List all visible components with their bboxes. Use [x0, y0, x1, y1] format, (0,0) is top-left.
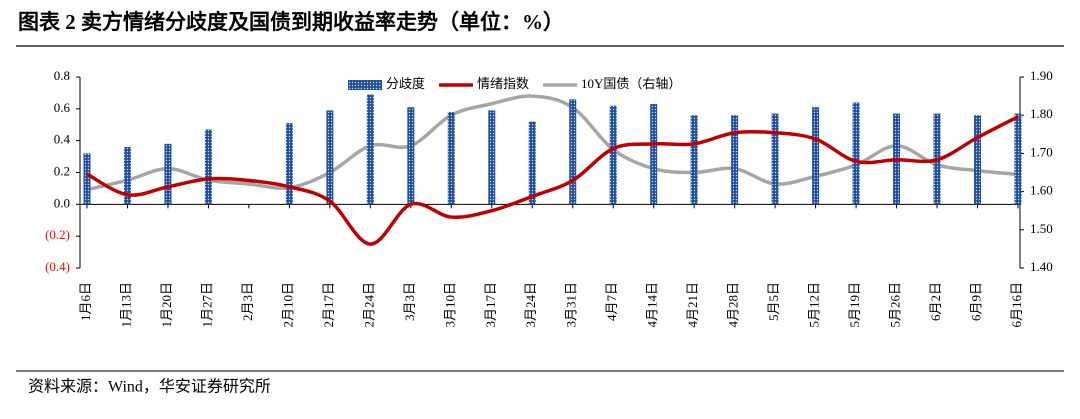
y2-tick-label: 1.90 [1030, 68, 1053, 83]
bar [1014, 113, 1022, 205]
bar [123, 147, 131, 205]
x-tick-label: 1月27日 [199, 282, 214, 328]
y2-tick-label: 1.60 [1030, 183, 1053, 198]
x-tick-label: 6月2日 [928, 282, 943, 321]
y-tick-label: 0.4 [54, 132, 71, 147]
y2-tick-label: 1.80 [1030, 106, 1053, 121]
x-tick-label: 1月13日 [118, 282, 133, 328]
x-tick-label: 4月14日 [645, 282, 660, 328]
x-tick-label: 3月3日 [402, 282, 417, 321]
x-tick-label: 2月10日 [280, 282, 295, 328]
bar [204, 129, 212, 205]
bar [731, 115, 739, 205]
x-tick-label: 3月17日 [483, 282, 498, 328]
y-tick-label: 0.6 [54, 100, 71, 115]
legend-swatch [348, 80, 382, 90]
x-tick-label: 4月7日 [604, 282, 619, 321]
x-tick-label: 3月24日 [523, 282, 538, 328]
x-tick-label: 2月3日 [240, 282, 255, 321]
x-tick-label: 1月6日 [78, 282, 93, 321]
bar [812, 107, 820, 205]
x-tick-label: 2月17日 [321, 282, 336, 328]
x-tick-label: 4月28日 [726, 282, 741, 328]
bar [690, 115, 698, 205]
x-tick-label: 5月19日 [847, 282, 862, 328]
x-tick-label: 2月24日 [361, 282, 376, 328]
y2-tick-label: 1.70 [1030, 144, 1053, 159]
bar [407, 107, 415, 205]
bar [609, 105, 617, 205]
y2-tick-label: 1.50 [1030, 221, 1053, 236]
y2-tick-label: 1.40 [1030, 259, 1053, 274]
y-tick-label: 0.2 [54, 163, 70, 178]
x-tick-label: 6月16日 [1009, 282, 1024, 328]
bar [852, 102, 860, 205]
y-tick-label: (0.2) [45, 227, 70, 242]
bar [488, 110, 496, 205]
y-tick-label: 0.0 [54, 195, 70, 210]
x-tick-label: 5月12日 [807, 282, 822, 328]
bar [164, 143, 172, 205]
bar [326, 110, 334, 205]
line [86, 94, 1019, 192]
x-tick-label: 3月10日 [442, 282, 457, 328]
bar [366, 94, 374, 205]
x-tick-label: 3月31日 [564, 282, 579, 328]
bar [83, 153, 91, 205]
bar [771, 113, 779, 205]
x-tick-label: 4月21日 [685, 282, 700, 328]
legend-label: 10Y国债（右轴） [581, 76, 681, 91]
x-tick-label: 5月5日 [766, 282, 781, 321]
bar [650, 104, 658, 205]
y-tick-label: 0.8 [54, 68, 70, 83]
line [86, 115, 1019, 246]
x-tick-label: 1月20日 [159, 282, 174, 328]
chart-title: 图表 2 卖方情绪分歧度及国债到期收益率走势（单位：%） [18, 10, 564, 34]
legend-label: 情绪指数 [477, 76, 529, 91]
legend-label: 分歧度 [386, 76, 425, 91]
bar [285, 123, 293, 205]
bar [447, 112, 455, 205]
x-tick-label: 6月9日 [969, 282, 984, 321]
y-tick-label: (0.4) [45, 259, 70, 274]
bar [974, 115, 982, 205]
bar [569, 99, 577, 205]
x-tick-label: 5月26日 [888, 282, 903, 328]
bar [528, 121, 536, 205]
source-note: 资料来源：Wind，华安证券研究所 [28, 378, 271, 396]
